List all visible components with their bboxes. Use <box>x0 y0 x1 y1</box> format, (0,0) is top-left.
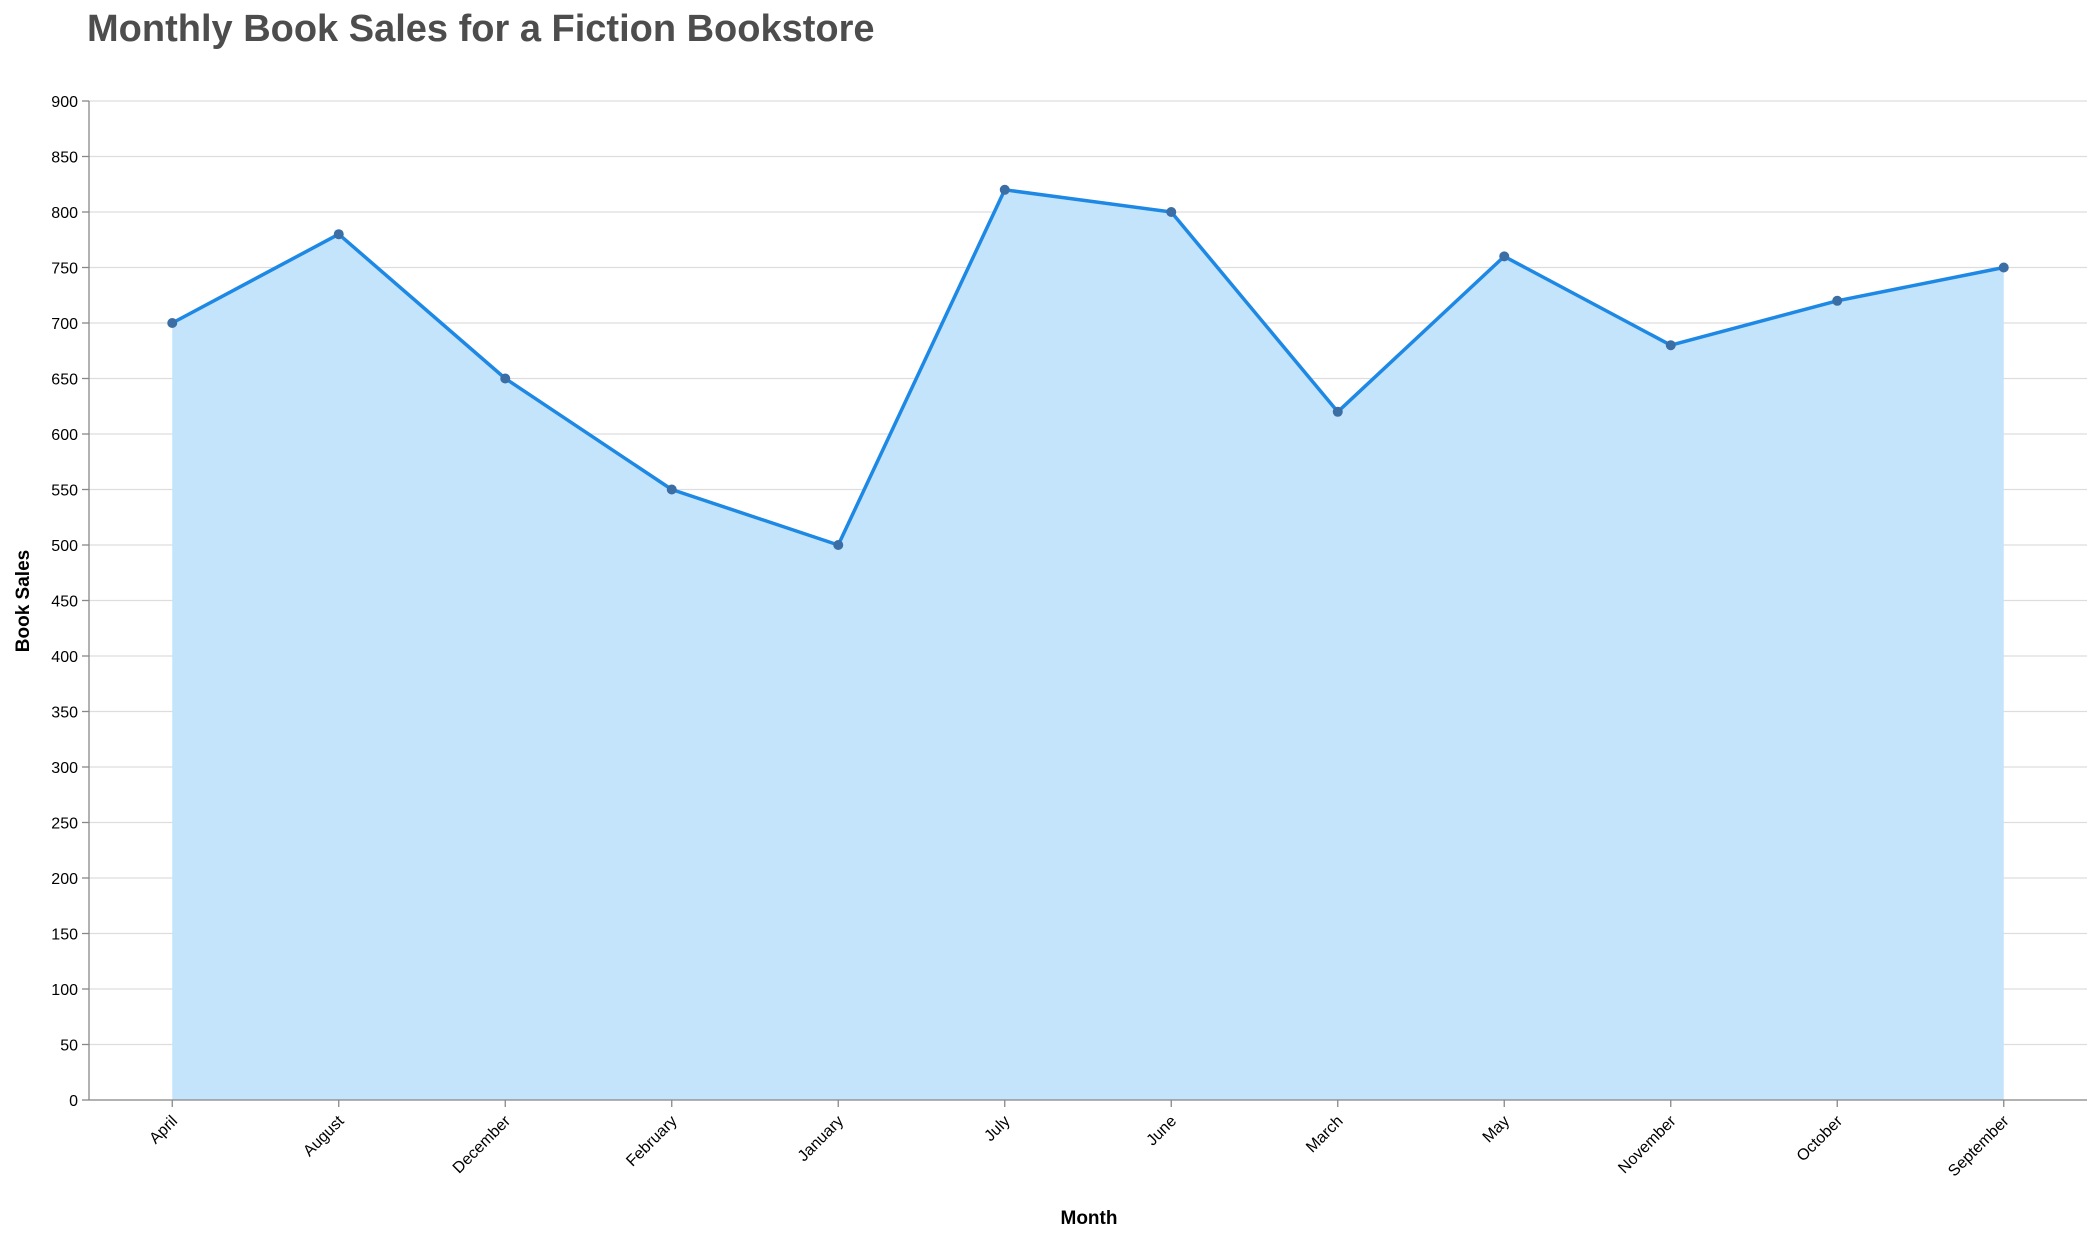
y-tick-label: 550 <box>51 483 78 500</box>
y-tick-label: 600 <box>51 427 78 444</box>
x-axis-title: Month <box>1061 1208 1118 1229</box>
x-tick-label: April <box>146 1113 181 1148</box>
data-point <box>167 318 178 328</box>
y-tick-label: 350 <box>51 705 78 722</box>
y-tick-label: 750 <box>51 261 78 278</box>
area-fill <box>172 189 2004 1101</box>
y-tick-label: 400 <box>51 649 78 666</box>
x-tick-label: August <box>300 1112 348 1160</box>
data-point <box>1998 262 2009 273</box>
y-tick-label: 900 <box>51 94 78 111</box>
y-tick-label: 650 <box>51 372 78 389</box>
x-tick-label: September <box>1945 1112 2013 1180</box>
y-tick-label: 300 <box>51 760 78 777</box>
x-tick-label: November <box>1615 1112 1680 1177</box>
data-point <box>833 540 844 550</box>
data-point <box>1332 406 1343 417</box>
data-point <box>666 484 677 495</box>
y-tick-label: 100 <box>51 982 78 999</box>
data-point <box>333 229 344 240</box>
x-tick-label: May <box>1480 1113 1513 1146</box>
x-axis: April August December February January July Ju… <box>89 1099 2087 1180</box>
x-tick-label: December <box>450 1112 515 1177</box>
y-tick-label: 800 <box>51 205 78 222</box>
data-point <box>500 373 511 384</box>
y-tick-label: 700 <box>51 316 78 333</box>
series-line <box>171 188 2005 547</box>
y-tick-label: 500 <box>51 538 78 555</box>
data-point <box>1832 295 1843 306</box>
data-point <box>1166 207 1177 217</box>
data-points <box>167 184 2009 550</box>
y-tick-label: 250 <box>51 816 78 833</box>
y-axis-title: Book Sales <box>13 550 34 652</box>
data-point <box>999 184 1010 195</box>
data-point <box>1499 251 1510 262</box>
y-tick-label: 850 <box>51 150 78 167</box>
x-tick-label: June <box>1144 1113 1181 1150</box>
y-tick-label: 200 <box>51 871 78 888</box>
y-tick-label: 150 <box>51 927 78 944</box>
y-tick-label: 0 <box>69 1093 78 1110</box>
x-tick-label: July <box>981 1113 1013 1145</box>
x-tick-label: January <box>795 1113 847 1165</box>
x-tick-label: February <box>623 1113 680 1170</box>
y-tick-label: 450 <box>51 594 78 611</box>
x-tick-label: March <box>1303 1113 1346 1156</box>
chart-title: Monthly Book Sales for a Fiction Booksto… <box>87 8 875 50</box>
y-tick-label: 50 <box>60 1038 78 1055</box>
x-tick-label: October <box>1794 1112 1847 1165</box>
y-axis: 0 50 100 150 200 250 300 350 400 450 500 550 600 650 7… <box>51 94 90 1110</box>
data-point <box>1665 340 1676 351</box>
